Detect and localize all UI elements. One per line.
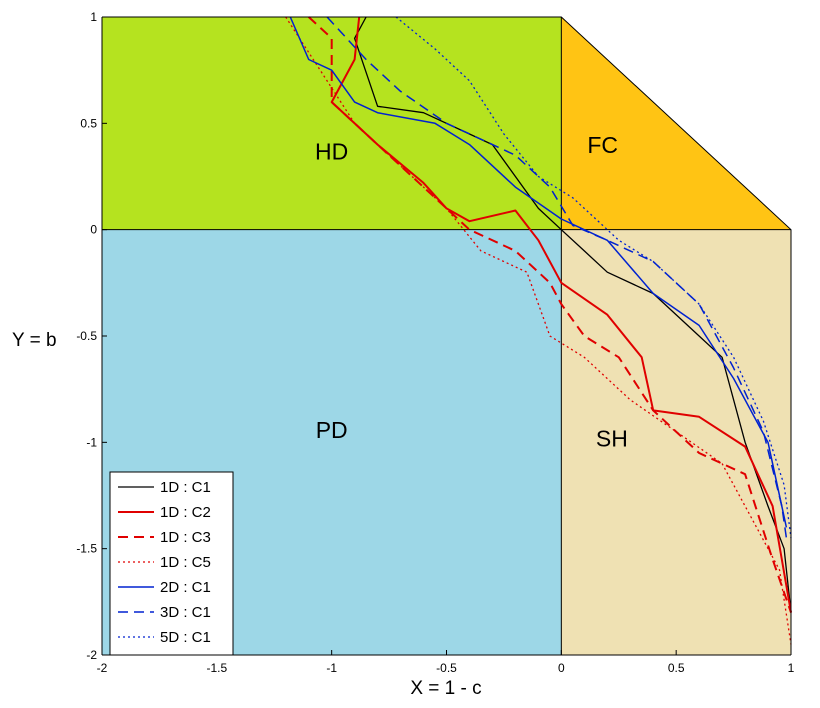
legend-box bbox=[109, 471, 234, 656]
x-tick-label: -1 bbox=[326, 661, 337, 675]
legend-label-2: 1D : C2 bbox=[160, 504, 211, 521]
x-tick-label: -1.5 bbox=[206, 661, 227, 675]
x-axis-label: X = 1 - c bbox=[410, 678, 481, 699]
y-axis-label: Y = b bbox=[12, 330, 57, 351]
legend-label-3: 1D : C3 bbox=[160, 529, 211, 546]
region-sh bbox=[561, 229, 791, 655]
x-tick-label: -0.5 bbox=[436, 661, 457, 675]
y-tick-label: -2 bbox=[86, 648, 97, 662]
region-label-fc: FC bbox=[587, 132, 618, 158]
series-line-1 bbox=[353, 16, 792, 613]
x-tick-label: 0 bbox=[558, 661, 565, 675]
region-labels-layer: HD FC PD SH bbox=[315, 132, 628, 451]
y-tick-label: 0 bbox=[90, 223, 97, 237]
series-line-6 bbox=[326, 16, 788, 539]
series-line-5 bbox=[289, 16, 788, 528]
legend: 1D : C1 1D : C2 1D : C3 1D : C5 2D : C1 3D : … bbox=[109, 471, 234, 656]
plot-boundary bbox=[102, 16, 792, 655]
legend-label-6: 3D : C1 bbox=[160, 604, 211, 621]
ticks-layer: -2 -1.5 -1 -0.5 0 0.5 1 1 0.5 0 -0.5 -1 -1.5 -2 bbox=[76, 10, 794, 675]
y-tick-label: 1 bbox=[90, 10, 97, 24]
y-tick-label: -1 bbox=[86, 435, 97, 449]
legend-label-1: 1D : C1 bbox=[160, 479, 211, 496]
region-hd bbox=[102, 17, 562, 230]
y-tick-label: 0.5 bbox=[80, 116, 97, 130]
y-tick-label: -1.5 bbox=[76, 542, 97, 556]
x-tick-label: 0.5 bbox=[668, 661, 685, 675]
series-line-3 bbox=[308, 16, 792, 613]
x-tick-label: 1 bbox=[788, 661, 795, 675]
legend-label-7: 5D : C1 bbox=[160, 629, 211, 646]
x-tick-label: -2 bbox=[97, 661, 108, 675]
region-label-hd: HD bbox=[315, 138, 348, 164]
y-tick-label: -0.5 bbox=[76, 329, 97, 343]
region-label-pd: PD bbox=[316, 417, 348, 443]
legend-label-4: 1D : C5 bbox=[160, 554, 211, 571]
legend-label-5: 2D : C1 bbox=[160, 579, 211, 596]
region-label-sh: SH bbox=[596, 426, 628, 452]
series-line-4 bbox=[285, 16, 792, 645]
series-layer bbox=[285, 16, 792, 645]
